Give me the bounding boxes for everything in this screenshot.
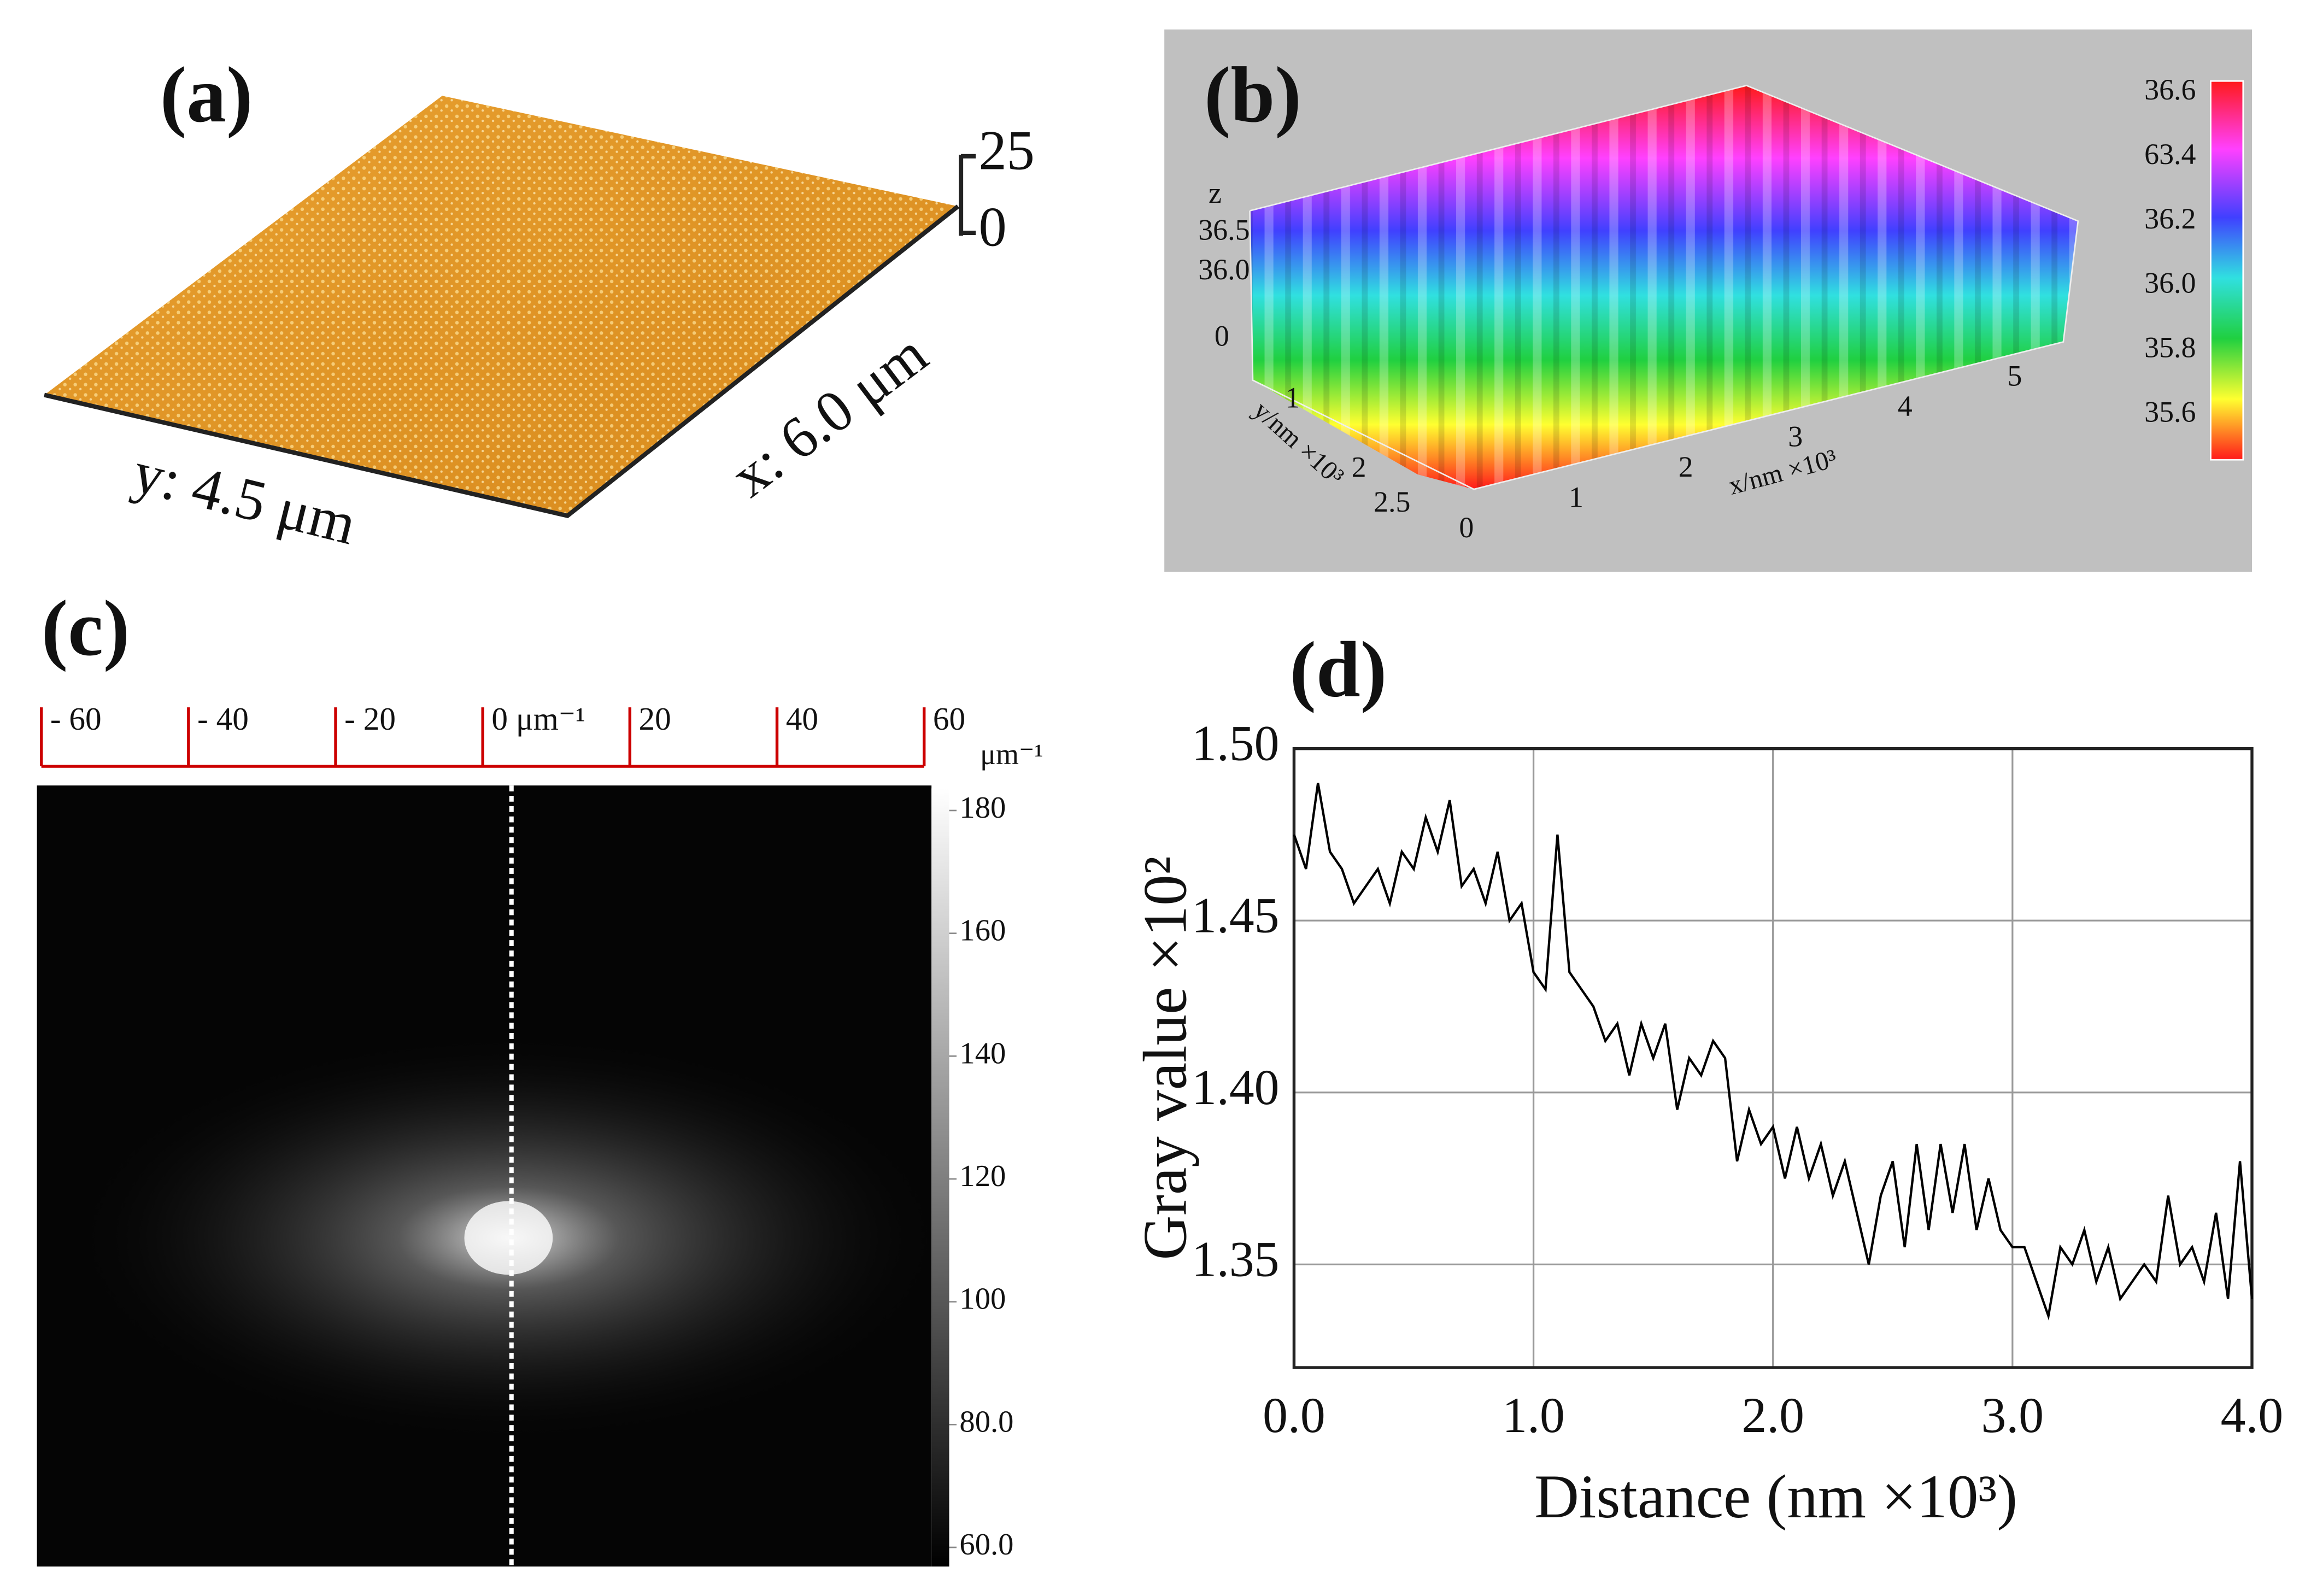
y-tick-label: 1.50 bbox=[1192, 715, 1279, 771]
x-tick-label: 2 bbox=[1679, 450, 1693, 483]
colorbar-label: 36.2 bbox=[2144, 202, 2196, 235]
fft-center bbox=[464, 1201, 553, 1275]
colorbar-label: 35.6 bbox=[2144, 395, 2196, 428]
ruler-tick-label: 0 μm⁻¹ bbox=[491, 701, 585, 737]
colorbar-tick-label: 80.0 bbox=[959, 1405, 1013, 1439]
y-tick-label: 1.45 bbox=[1192, 887, 1279, 943]
panel-label: (b) bbox=[1204, 51, 1301, 139]
colorbar-label: 36.6 bbox=[2144, 73, 2196, 106]
mesh-box bbox=[1249, 84, 2079, 490]
colorbar-label: 36.0 bbox=[2144, 267, 2196, 300]
x-tick-label: 3 bbox=[1788, 420, 1803, 453]
ruler-tick-label: - 60 bbox=[50, 701, 102, 737]
x-tick-label: 4 bbox=[1898, 390, 1913, 423]
y-tick-label: 2 bbox=[1352, 450, 1366, 483]
colorbar-label: 63.4 bbox=[2144, 138, 2196, 171]
panel-label: (a) bbox=[160, 51, 253, 139]
x-tick-label: 2.0 bbox=[1741, 1387, 1804, 1443]
data-line bbox=[1293, 783, 2254, 1321]
ruler-tick-label: 60 bbox=[933, 701, 965, 737]
x-tick-label: 1.0 bbox=[1502, 1387, 1565, 1443]
ruler-unit: μm⁻¹ bbox=[980, 738, 1043, 771]
y-tick-label: 1.35 bbox=[1192, 1231, 1279, 1287]
colorbar-tick-label: 120 bbox=[959, 1159, 1006, 1193]
colorbar-tick-label: 180 bbox=[959, 791, 1006, 825]
colorbar-tick-label: 100 bbox=[959, 1282, 1006, 1316]
mesh-colorbar bbox=[2210, 80, 2244, 461]
mesh-texture bbox=[1250, 85, 2078, 490]
plot-frame bbox=[1292, 747, 2254, 1369]
panel-label: (d) bbox=[1289, 626, 1387, 714]
colorbar-tick-label: 60.0 bbox=[959, 1528, 1013, 1562]
x-tick-label: 4.0 bbox=[2221, 1387, 2284, 1443]
ruler-tick-label: - 40 bbox=[197, 701, 249, 737]
x-tick-label: 0.0 bbox=[1263, 1387, 1325, 1443]
x-tick-label: 5 bbox=[2007, 359, 2022, 392]
ruler-tick-label: 20 bbox=[639, 701, 671, 737]
y-tick-label: 1.40 bbox=[1192, 1059, 1279, 1115]
colorbar-tick-label: 140 bbox=[959, 1036, 1006, 1070]
ruler-tick-label: 40 bbox=[786, 701, 818, 737]
z-tick-label: 36.5 bbox=[1198, 213, 1250, 246]
z-tick-label: 0 bbox=[1215, 320, 1229, 353]
x-tick-label: 0 bbox=[1459, 511, 1474, 544]
afm-texture bbox=[44, 96, 958, 516]
y-tick-label: 2.5 bbox=[1374, 485, 1410, 518]
panel-label: (c) bbox=[42, 584, 130, 672]
colorbar-tick-label: 160 bbox=[959, 914, 1006, 948]
x-tick-label: 3.0 bbox=[1981, 1387, 2044, 1443]
z-tick-label: 36.0 bbox=[1198, 253, 1250, 286]
y-axis-label: Gray value ×10² bbox=[1131, 856, 1200, 1260]
z-axis-label: z bbox=[1209, 177, 1222, 209]
y-tick-label: 1 bbox=[1285, 382, 1300, 414]
afm-edge bbox=[44, 204, 960, 519]
x-tick-label: 1 bbox=[1569, 480, 1583, 513]
ruler-tick-label: - 20 bbox=[344, 701, 396, 737]
fft-colorbar bbox=[931, 788, 949, 1567]
x-axis-label: Distance (nm ×10³) bbox=[1534, 1463, 2017, 1531]
z-tick-label: 0 bbox=[978, 197, 1006, 259]
colorbar-label: 35.8 bbox=[2144, 331, 2196, 364]
z-tick-label: 25 bbox=[978, 120, 1034, 181]
